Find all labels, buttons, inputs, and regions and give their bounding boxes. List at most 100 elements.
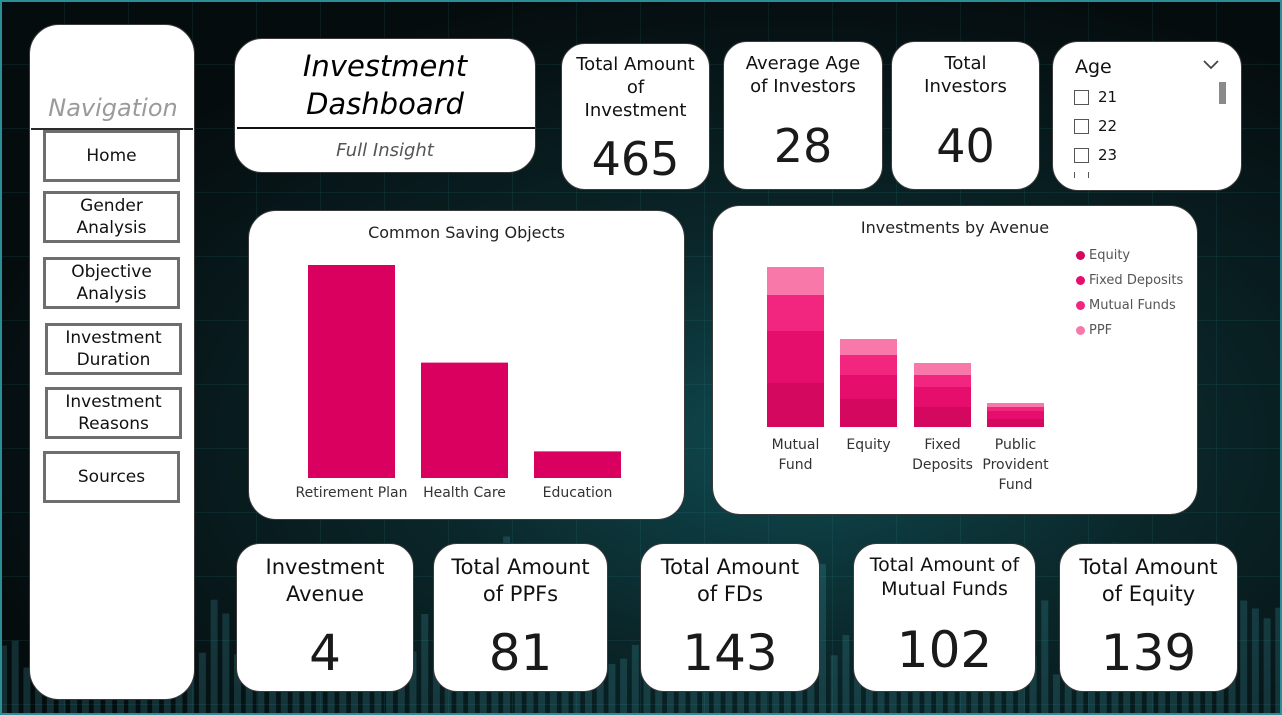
kpi-average-age-of-investors: Average Age of Investors 28	[723, 41, 883, 190]
kpi-label-line: of PPFs	[482, 582, 559, 606]
bar-health-care[interactable]	[421, 362, 508, 478]
checkbox	[1074, 172, 1089, 178]
bar-segment-fixed-deposits[interactable]	[914, 387, 971, 407]
age-option-21[interactable]: 21	[1074, 88, 1117, 106]
kpi-total-amount-of-ppfs: Total Amount of PPFs 81	[433, 543, 608, 692]
nav-button-sources[interactable]: Sources	[43, 451, 180, 503]
age-option-23[interactable]: 23	[1074, 146, 1117, 164]
nav-button-gender-analysis[interactable]: Gender Analysis	[43, 191, 180, 243]
nav-button-label: Investment Reasons	[65, 392, 162, 434]
kpi-label: Total Amount of Mutual Funds	[854, 553, 1035, 601]
chart2-plot: Mutual Fund Equity Fixed Deposits Public Provi…	[767, 267, 1049, 493]
bar-segment-ppf[interactable]	[767, 267, 824, 295]
x-tick-label: Retirement Plan	[296, 485, 408, 501]
age-slicer-title: Age	[1075, 56, 1112, 78]
bar-segment-equity[interactable]	[767, 383, 824, 427]
kpi-label-line: Investment	[265, 555, 385, 579]
bar-segment-ppf[interactable]	[840, 339, 897, 355]
bar-segment-ppf[interactable]	[914, 363, 971, 375]
nav-button-investment-duration[interactable]: Investment Duration	[45, 323, 182, 375]
checkbox[interactable]	[1074, 147, 1089, 163]
legend-item-equity[interactable]: Equity	[1076, 248, 1130, 263]
nav-button-home[interactable]: Home	[43, 130, 180, 182]
title-divider	[237, 127, 535, 129]
kpi-label-line: of	[626, 77, 645, 98]
legend-label: Fixed Deposits	[1089, 273, 1184, 288]
legend-label: Equity	[1089, 248, 1131, 263]
kpi-label-line: Avenue	[285, 582, 365, 606]
kpi-label: Total Amount of FDs	[641, 554, 819, 608]
bar-segment-mutual-funds[interactable]	[767, 295, 824, 331]
kpi-label-line: Total Amount	[451, 555, 590, 579]
kpi-total-amount-of-fds: Total Amount of FDs 143	[640, 543, 820, 692]
kpi-total-investors: Total Investors 40	[891, 41, 1040, 190]
bar-retirement-plan[interactable]	[308, 265, 395, 478]
bar-segment-fixed-deposits[interactable]	[767, 331, 824, 383]
kpi-value: 40	[936, 119, 995, 173]
bar-segment-mutual-funds[interactable]	[914, 375, 971, 387]
nav-button-label: Objective Analysis	[71, 262, 152, 304]
kpi-value: 81	[488, 624, 553, 682]
chart-common-saving-objects: Common Saving Objects Retirement Plan Hea…	[248, 210, 685, 520]
nav-button-investment-reasons[interactable]: Investment Reasons	[45, 387, 182, 439]
kpi-label-line: Investors	[924, 76, 1007, 97]
bar-segment-mutual-funds[interactable]	[840, 355, 897, 375]
kpi-value: 102	[896, 621, 993, 679]
nav-button-label: Investment Duration	[65, 328, 162, 370]
age-option-label: 21	[1098, 88, 1118, 106]
age-slicer-scrollbar[interactable]	[1219, 82, 1226, 104]
chart1-plot: Retirement Plan Health Care Education	[296, 265, 621, 501]
kpi-label-line: Investment	[584, 100, 687, 121]
age-option-22[interactable]: 22	[1074, 117, 1117, 135]
x-tick-label: Mutual	[772, 437, 820, 453]
bar-segment-equity[interactable]	[914, 407, 971, 427]
legend-dot-icon	[1076, 276, 1085, 285]
legend-item-fixed-deposits[interactable]: Fixed Deposits	[1076, 273, 1183, 288]
x-tick-label: Public	[995, 437, 1036, 453]
bar-education[interactable]	[534, 451, 621, 478]
nav-button-label: Home	[86, 146, 137, 166]
kpi-label-line: Average Age	[745, 53, 861, 74]
bar-segment-equity[interactable]	[987, 419, 1044, 427]
bar-segment-equity[interactable]	[840, 399, 897, 427]
bar-segment-fixed-deposits[interactable]	[987, 411, 1044, 419]
x-tick-label: Equity	[846, 437, 890, 453]
legend-dot-icon	[1076, 301, 1085, 310]
kpi-label: Total Investors	[892, 52, 1039, 98]
kpi-label-line: Total	[944, 53, 987, 74]
kpi-label: Total Amount of Investment	[562, 53, 709, 122]
nav-button-label: Sources	[77, 467, 146, 487]
legend-item-ppf[interactable]: PPF	[1076, 323, 1112, 338]
kpi-value: 143	[682, 624, 778, 682]
kpi-value: 465	[591, 132, 680, 186]
age-option-partial	[1074, 172, 1089, 178]
navigation-panel: Navigation Home Gender Analysis Objectiv…	[29, 24, 195, 700]
bar-segment-fixed-deposits[interactable]	[840, 375, 897, 399]
chart-title: Investments by Avenue	[860, 218, 1050, 237]
legend-dot-icon	[1076, 251, 1085, 260]
checkbox[interactable]	[1074, 89, 1089, 105]
bar-segment-mutual-funds[interactable]	[987, 407, 1044, 411]
kpi-label: Average Age of Investors	[724, 52, 882, 98]
bar-segment-ppf[interactable]	[987, 403, 1044, 407]
kpi-value: 139	[1100, 624, 1197, 682]
x-tick-label: Fund	[779, 457, 813, 473]
kpi-label-line: Mutual Funds	[881, 578, 1008, 600]
checkbox[interactable]	[1074, 118, 1089, 134]
x-tick-label: Provident	[982, 457, 1049, 473]
kpi-label-line: of Investors	[750, 76, 856, 97]
kpi-label-line: Total Amount	[660, 555, 800, 579]
kpi-label-line: Total Amount	[1079, 555, 1218, 579]
legend-label: Mutual Funds	[1089, 298, 1176, 313]
kpi-label: Total Amount of PPFs	[434, 554, 607, 608]
nav-button-objective-analysis[interactable]: Objective Analysis	[43, 257, 180, 309]
dashboard-subtitle: Full Insight	[336, 140, 434, 161]
dashboard-title: Investment Dashboard	[235, 47, 535, 123]
kpi-label: Total Amount of Equity	[1060, 554, 1237, 608]
age-option-label: 22	[1098, 117, 1118, 135]
legend-label: PPF	[1089, 323, 1113, 338]
legend-item-mutual-funds[interactable]: Mutual Funds	[1076, 298, 1176, 313]
x-tick-label: Education	[543, 485, 613, 501]
x-tick-label: Fixed	[924, 437, 960, 453]
chevron-down-icon[interactable]	[1202, 55, 1220, 73]
